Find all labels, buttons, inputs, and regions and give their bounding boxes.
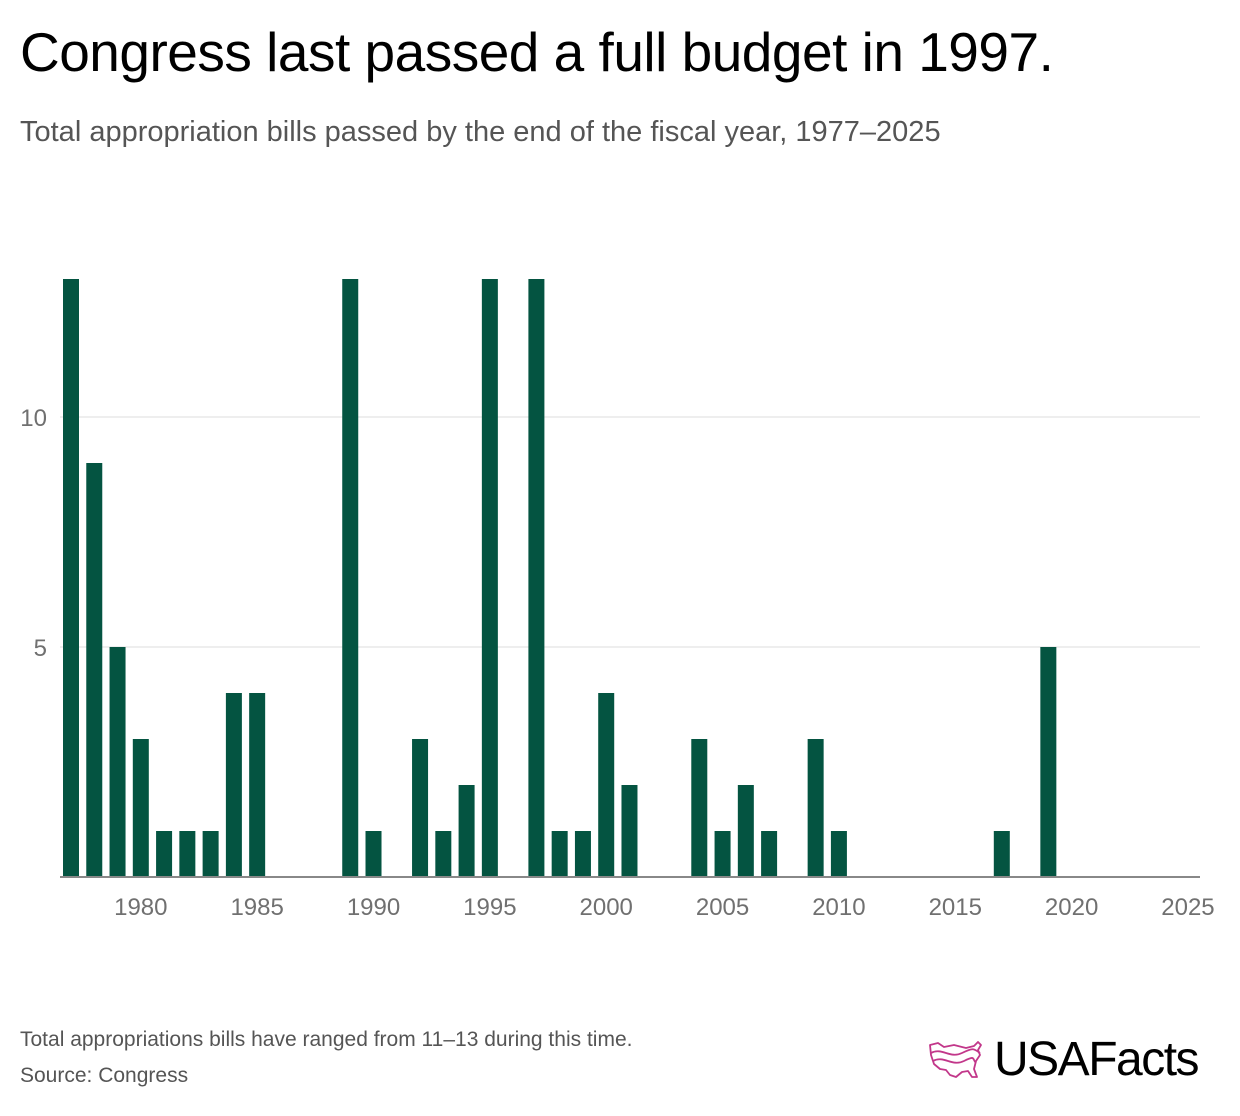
bar-2017: [993, 831, 1010, 877]
x-tick-label: 1980: [114, 894, 167, 921]
bar-1980: [132, 739, 149, 877]
y-tick-label: 5: [34, 635, 47, 662]
bars: [63, 279, 1057, 877]
bar-2009: [807, 739, 824, 877]
y-axis-ticks: 5 10: [20, 405, 47, 662]
bar-1989: [342, 279, 359, 877]
chart-source: Source: Congress: [20, 1064, 189, 1087]
x-tick-label: 1995: [463, 894, 516, 921]
bar-1983: [202, 831, 219, 877]
bar-1977: [63, 279, 79, 877]
x-tick-label: 2015: [929, 894, 982, 921]
x-tick-label: 1985: [230, 894, 283, 921]
usafacts-logo: USAFacts: [928, 1033, 1200, 1086]
bar-1984: [225, 693, 242, 877]
x-tick-label: 2005: [696, 894, 749, 921]
usa-map-icon: [929, 1041, 982, 1078]
bar-1998: [551, 831, 568, 877]
bar-1992: [412, 739, 429, 877]
chart-note: Total appropriations bills have ranged f…: [20, 1028, 633, 1051]
bar-1997: [528, 279, 545, 877]
bar-2001: [621, 785, 638, 877]
bar-1982: [179, 831, 196, 877]
x-axis-ticks: 1980 1985 1990 1995 2000 2005 2010 2015 2020 2025: [114, 894, 1215, 921]
bar-2005: [714, 831, 731, 877]
bar-1981: [156, 831, 173, 877]
bar-1993: [435, 831, 452, 877]
bar-1990: [365, 831, 382, 877]
bar-1978: [86, 463, 103, 877]
bar-2007: [761, 831, 778, 877]
x-tick-label: 2025: [1161, 894, 1214, 921]
bar-2000: [598, 693, 615, 877]
bar-2019: [1040, 647, 1057, 877]
bar-1979: [109, 647, 126, 877]
x-tick-label: 2020: [1045, 894, 1098, 921]
bar-1985: [249, 693, 266, 877]
bar-2004: [691, 739, 708, 877]
bar-2010: [830, 831, 847, 877]
logo-wordmark: USAFacts: [994, 1033, 1200, 1086]
x-tick-label: 2010: [812, 894, 865, 921]
bar-1999: [574, 831, 591, 877]
y-tick-label: 10: [20, 405, 47, 432]
x-tick-label: 1990: [347, 894, 400, 921]
gridlines: [60, 416, 1200, 648]
bar-1995: [481, 279, 498, 877]
bar-2006: [737, 785, 754, 877]
x-tick-label: 2000: [580, 894, 633, 921]
chart-title: Congress last passed a full budget in 19…: [20, 21, 1054, 83]
chart-subtitle: Total appropriation bills passed by the …: [20, 116, 941, 148]
bar-chart: 5 10 1980 1985 1990 1995 2000 2005 2010 2015 2020…: [20, 279, 1215, 921]
bar-1994: [458, 785, 475, 877]
